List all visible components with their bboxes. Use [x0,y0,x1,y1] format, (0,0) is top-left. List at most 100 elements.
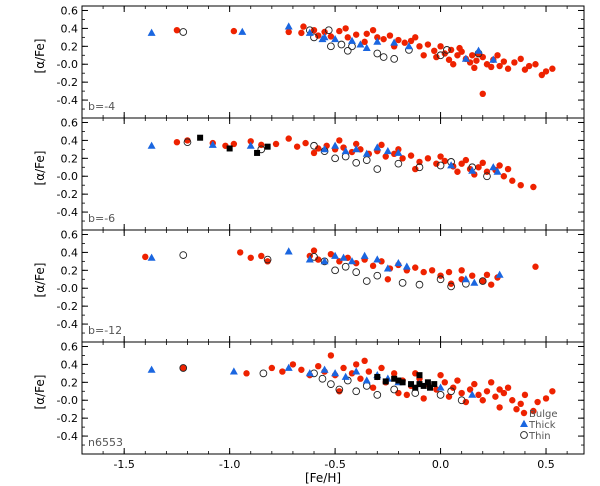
bulge-point [437,43,444,50]
thin-point [436,161,445,170]
bulge-point [399,155,406,162]
thick-point [394,258,403,267]
legend-label: Thin [528,431,551,442]
thick-point [474,46,483,54]
thick-point [352,145,361,153]
bulge-point [450,384,457,391]
y-axis-title: [α/Fe] [33,151,47,186]
y-tick-label: -0.2 [57,412,78,425]
thick-point [436,383,445,391]
thick-point [362,376,371,384]
cluster-point [431,381,438,388]
bulge-point [496,386,503,393]
bulge-point [342,25,349,32]
thick-point [320,145,329,153]
y-tick-label: 0.4 [61,358,79,371]
y-tick-label: -0.4 [57,94,78,107]
bulge-point [348,370,356,377]
bulge-point [504,65,512,72]
bulge-point [542,395,550,402]
bulge-point [180,364,187,372]
y-tick-label: 0.2 [61,152,79,165]
bulge-point [298,29,305,37]
thick-point [461,54,470,62]
bulge-point [363,30,370,37]
data-points [147,134,537,191]
y-tick-label: 0.6 [61,4,79,17]
panel-label: b=-6 [88,212,115,225]
x-tick-label: -0.5 [324,458,345,471]
bulge-point [466,386,474,393]
bulge-point [504,384,512,391]
bulge-point [420,395,427,402]
thick-point [147,141,156,149]
bulge-point [504,165,512,173]
y-tick-label: -0.0 [57,170,78,183]
thin-point [348,42,356,51]
bulge-point [184,137,191,144]
bulge-point [441,50,448,57]
bulge-point [173,26,181,34]
bulge-point [310,149,318,157]
bulge-point [534,398,541,406]
bulge-point [433,386,440,393]
bulge-point [437,153,444,160]
bulge-point [530,183,537,191]
bulge-point [454,168,461,175]
bulge-point [521,391,529,399]
thin-point [394,159,403,168]
bulge-point [532,263,539,270]
bulge-point [264,258,271,265]
bulge-point [285,135,292,142]
thick-point [489,163,498,171]
bulge-point [321,28,328,36]
bulge-point [380,35,387,43]
bulge-point [511,59,518,66]
bulge-point [509,397,516,404]
bulge-point [336,27,343,35]
thick-point [362,43,371,52]
cluster-point [391,375,398,382]
thick-point [320,257,329,265]
bulge-point [340,364,347,372]
y-tick-label: 0.2 [61,376,79,389]
cluster-point [412,384,419,391]
thick-point [331,251,340,259]
thick-point [305,255,314,263]
thick-point [404,42,413,50]
bulge-point [378,258,385,265]
bulge-point [268,364,276,372]
bulge-point [487,281,495,288]
thick-point [402,262,411,270]
bulge-point [336,388,343,395]
panel-label: n6553 [88,436,123,449]
bulge-point [327,352,335,359]
thin-point [478,277,487,285]
thin-point [415,163,424,172]
thick-point [470,278,479,286]
cluster-point [254,149,261,156]
bulge-point [517,55,524,63]
bulge-point [458,160,465,167]
bulge-point [500,58,508,65]
x-tick-label: 0.0 [432,458,450,471]
bulge-point [230,27,238,35]
thick-point [373,143,382,151]
bulge-point [496,62,503,70]
thick-point [352,367,361,375]
thick-point [229,367,238,375]
bulge-point [344,34,351,41]
y-tick-label: -0.2 [57,76,78,89]
y-tick-label: -0.2 [57,188,78,201]
cluster-point [420,382,427,389]
thick-point [246,141,255,149]
bulge-point [433,160,440,167]
bulge-point [479,277,486,285]
panel-label: b=-12 [88,324,122,337]
bulge-point [374,34,381,41]
bulge-point [462,398,470,406]
bulge-point [479,90,486,98]
y-tick-label: -0.2 [57,300,78,313]
thick-point [394,148,403,156]
